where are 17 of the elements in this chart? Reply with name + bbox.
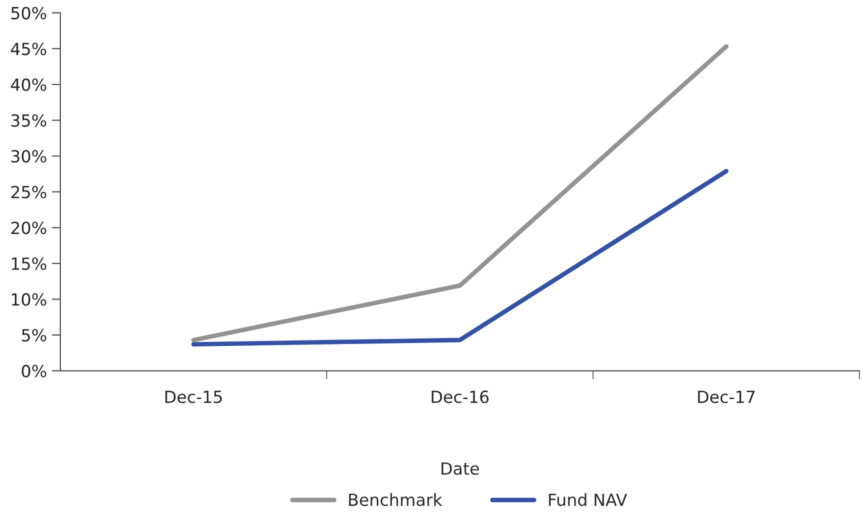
y-tick-label: 0% xyxy=(22,364,46,378)
x-tick-label: Dec-16 xyxy=(432,390,489,404)
y-tick-label: 40% xyxy=(10,78,46,92)
y-tick-label: 25% xyxy=(11,186,46,198)
y-tick-label: 35% xyxy=(11,114,46,127)
legend-label: Fund NAV xyxy=(549,493,628,506)
y-tick-label: 15% xyxy=(12,257,46,270)
legend-label: Benchmark xyxy=(349,493,442,506)
y-tick-label: 5% xyxy=(22,328,46,342)
x-tick-label: Dec-17 xyxy=(698,390,755,404)
x-tick-label: Dec-15 xyxy=(165,390,222,404)
y-tick-label: 10% xyxy=(12,293,46,306)
x-axis-title: Date xyxy=(442,462,479,475)
y-tick-label: 20% xyxy=(11,222,46,234)
y-tick-label: 30% xyxy=(11,150,46,163)
y-tick-label: 50% xyxy=(11,6,46,20)
y-tick-label: 45% xyxy=(10,42,46,56)
